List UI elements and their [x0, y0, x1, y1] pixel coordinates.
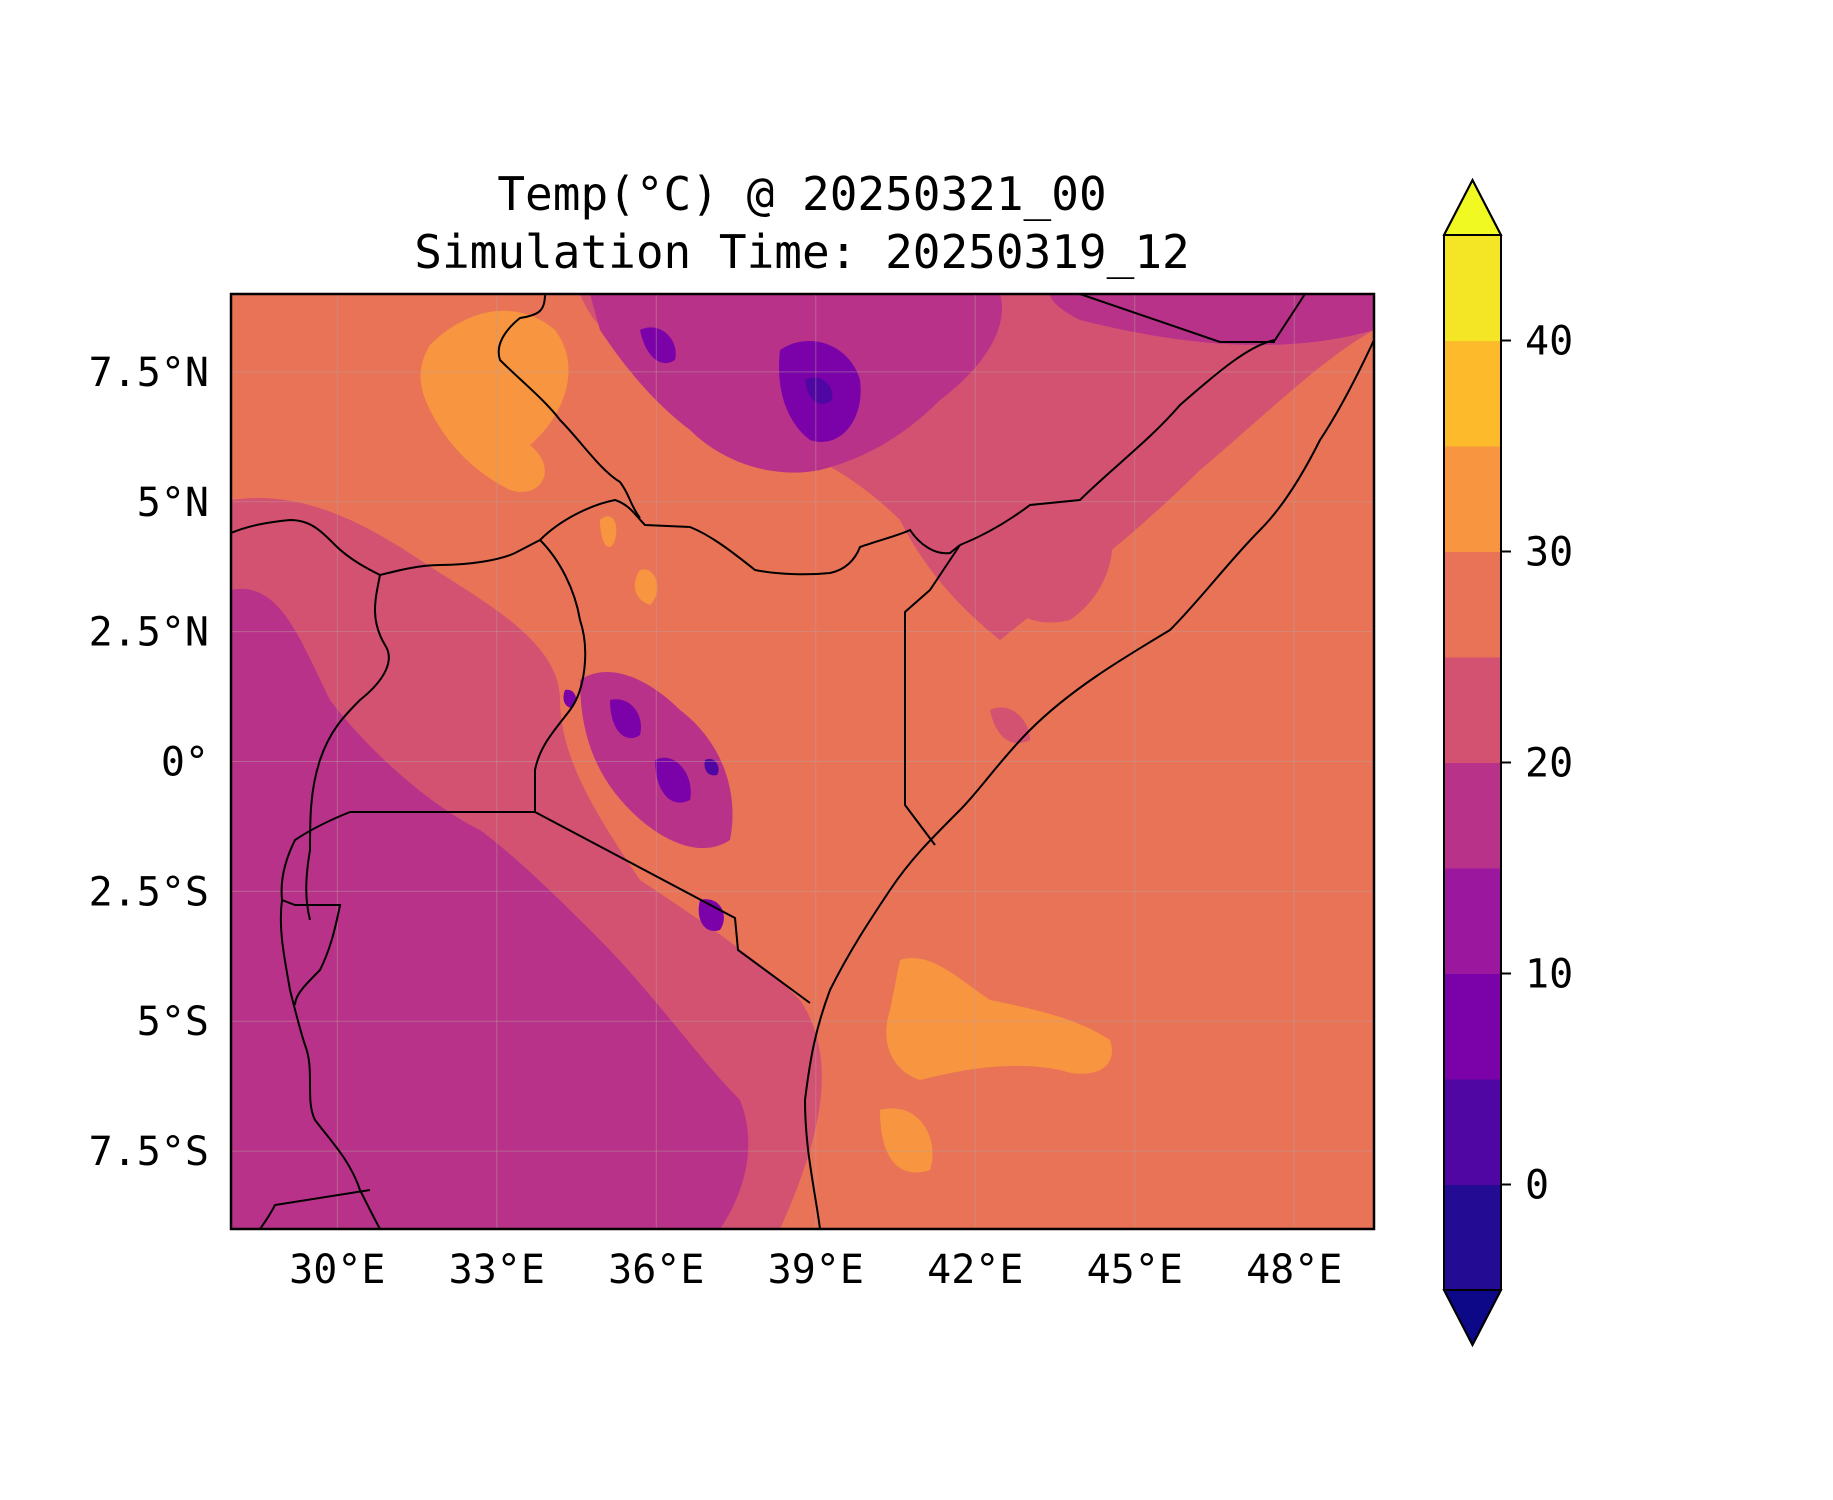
colorbar-segment [1444, 235, 1501, 341]
colorbar-segment [1444, 1079, 1501, 1185]
colorbar-segment [1444, 551, 1501, 658]
y-tick-label: 7.5°S [89, 1129, 209, 1175]
x-tick-label: 45°E [1087, 1247, 1183, 1293]
border-kenya-tanzania [534, 811, 811, 1004]
colorbar-segment [1444, 973, 1501, 1080]
colorbar-tick-label: 30 [1525, 530, 1573, 576]
border-kenya-somalia [904, 544, 961, 846]
colorbar-under-arrow [1442, 1289, 1503, 1348]
colorbar-outline [1443, 177, 1502, 1348]
border-kenya-north [539, 498, 961, 576]
y-axis-ticks: 7.5°N 5°N 2.5°N 0° 2.5°S 5°S 7.5°S [89, 350, 209, 1175]
border-somalia-ethiopia [959, 294, 1306, 546]
y-tick-label: 0° [161, 740, 209, 786]
y-tick-label: 2.5°N [89, 610, 209, 656]
border-uganda-west [231, 518, 541, 577]
colorbar-segment [1444, 868, 1501, 974]
border-uganda-drc [305, 574, 390, 921]
map-title-line-1: Temp(°C) @ 20250321_00 [497, 167, 1106, 221]
border-tanzania-west [279, 899, 381, 1229]
x-tick-label: 30°E [289, 1247, 385, 1293]
coldest-pockets [704, 377, 833, 776]
border-zambia [259, 1189, 371, 1229]
x-tick-label: 48°E [1246, 1247, 1342, 1293]
x-tick-label: 33°E [449, 1247, 545, 1293]
map-gridlines [231, 294, 1374, 1229]
colorbar-tick-label: 10 [1525, 952, 1573, 998]
map-panel[interactable] [229, 292, 1376, 1231]
y-tick-label: 5°S [137, 999, 209, 1045]
colorbar-tick-label: 0 [1525, 1163, 1549, 1209]
colorbar-tick-label: 40 [1525, 319, 1573, 365]
border-rwanda-burundi [280, 811, 351, 1006]
x-tick-label: 39°E [768, 1247, 864, 1293]
y-tick-label: 2.5°S [89, 869, 209, 915]
y-tick-label: 7.5°N [89, 350, 209, 396]
colorbar-segment [1444, 657, 1501, 763]
coastline [803, 339, 1374, 1229]
x-axis-ticks: 30°E 33°E 36°E 39°E 42°E 45°E 48°E [289, 1247, 1342, 1293]
map-title-line-2: Simulation Time: 20250319_12 [414, 225, 1189, 279]
border-uganda-kenya [534, 539, 587, 812]
x-tick-label: 36°E [608, 1247, 704, 1293]
temperature-field [231, 294, 1374, 1229]
colorbar-segment [1444, 1184, 1501, 1291]
country-borders [231, 294, 1374, 1229]
map-frame [229, 292, 1376, 1231]
colorbar-segment [1444, 762, 1501, 869]
colorbar-segment [1444, 340, 1501, 447]
temperature-colorbar: 0 10 20 30 40 [1442, 177, 1573, 1348]
colorbar-over-arrow [1442, 177, 1503, 236]
border-ethiopia-north [1079, 294, 1275, 343]
colorbar-segment [1444, 446, 1501, 552]
border-south-sudan [497, 294, 641, 519]
x-tick-label: 42°E [927, 1247, 1023, 1293]
y-tick-label: 5°N [137, 480, 209, 526]
colorbar-tick-label: 20 [1525, 741, 1573, 787]
